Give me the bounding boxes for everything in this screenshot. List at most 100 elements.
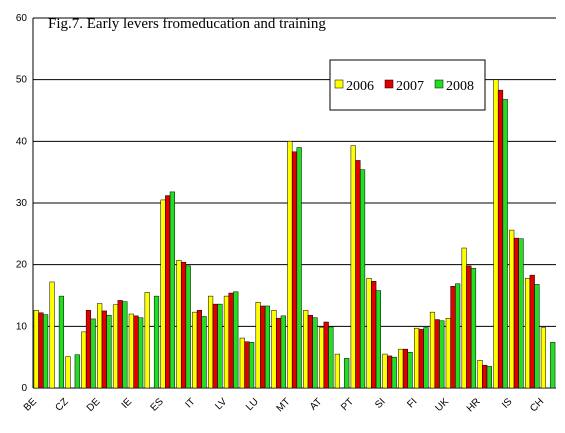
bar <box>461 247 467 389</box>
bar <box>255 302 261 389</box>
bar <box>470 268 477 389</box>
bar <box>192 311 198 389</box>
bar <box>81 331 87 389</box>
bar <box>101 310 107 389</box>
bar <box>33 310 39 389</box>
x-tick-label: LV <box>213 396 229 412</box>
bar <box>550 342 556 389</box>
y-tick-label: 30 <box>16 198 28 209</box>
legend-swatch <box>334 79 344 89</box>
y-tick-label: 20 <box>16 260 28 271</box>
bar <box>196 310 202 389</box>
bar <box>429 311 436 389</box>
bar <box>529 274 535 389</box>
legend-label: 2006 <box>346 79 374 94</box>
bar <box>439 320 445 389</box>
bar <box>280 315 286 389</box>
x-tick-label: BE <box>22 396 39 413</box>
bar <box>128 313 134 389</box>
bar <box>334 353 340 389</box>
legend-label: 2008 <box>446 79 474 94</box>
x-tick-label: MT <box>275 396 293 414</box>
bar <box>303 310 309 389</box>
bar <box>318 327 325 389</box>
bar <box>180 261 187 389</box>
bar <box>328 326 334 389</box>
bar <box>502 99 508 389</box>
y-tick-label: 60 <box>16 13 28 24</box>
bar <box>106 314 112 389</box>
x-tick-label: ES <box>149 396 166 413</box>
bar <box>434 319 440 389</box>
bar <box>122 301 128 389</box>
bar <box>375 290 381 389</box>
bar <box>208 295 214 389</box>
x-tick-label: CH <box>528 396 546 414</box>
bar <box>90 318 96 389</box>
bar <box>497 89 504 389</box>
bar <box>112 304 119 389</box>
legend-label: 2007 <box>396 79 424 94</box>
chart-title: Fig.7. Early levers fromeducation and tr… <box>48 16 326 32</box>
bar <box>212 303 218 389</box>
bar <box>153 295 160 389</box>
bar <box>228 292 234 389</box>
x-tick-label: UK <box>433 396 451 414</box>
x-tick-label: PT <box>339 396 356 413</box>
legend-swatch <box>434 79 444 89</box>
bar <box>223 295 230 389</box>
bar <box>423 327 429 389</box>
bar <box>455 283 461 389</box>
bar <box>239 337 245 389</box>
bar <box>85 310 92 389</box>
legend-swatch <box>384 79 394 89</box>
bar <box>38 312 44 389</box>
bar <box>414 327 420 389</box>
x-tick-label: LU <box>244 396 261 413</box>
bar <box>276 318 282 389</box>
x-tick-label: FI <box>405 396 419 410</box>
bar <box>513 237 519 389</box>
bar <box>233 291 239 389</box>
bar <box>160 199 166 389</box>
bar <box>450 286 456 389</box>
bar <box>445 318 451 389</box>
bar <box>482 364 488 389</box>
bar <box>466 265 472 389</box>
bar <box>165 195 171 389</box>
bar <box>387 355 393 389</box>
bar <box>493 79 499 389</box>
x-tick-label: SI <box>373 396 387 410</box>
bar <box>117 300 123 389</box>
bar <box>201 316 207 389</box>
x-tick-label: AT <box>308 396 324 412</box>
y-tick-label: 10 <box>16 321 28 332</box>
bar <box>74 354 80 389</box>
x-tick-label: DE <box>85 396 103 414</box>
bar <box>402 348 409 389</box>
bar <box>133 315 139 389</box>
bar <box>350 145 356 389</box>
bar <box>249 342 255 389</box>
x-tick-label: HR <box>465 396 483 414</box>
bar <box>58 295 65 389</box>
bar <box>509 229 515 389</box>
bar <box>540 327 546 389</box>
bar <box>359 169 366 389</box>
bar <box>418 329 424 389</box>
bar <box>169 191 175 389</box>
bar <box>271 310 277 389</box>
bar <box>97 303 103 389</box>
bar <box>287 141 293 389</box>
bar <box>307 314 313 389</box>
bar <box>344 358 350 389</box>
bar <box>391 356 397 389</box>
bar <box>260 305 266 389</box>
bar <box>291 151 298 389</box>
bar <box>524 277 531 389</box>
bar <box>217 303 223 389</box>
bar <box>323 321 329 389</box>
bar <box>185 265 191 389</box>
bar <box>244 341 250 389</box>
